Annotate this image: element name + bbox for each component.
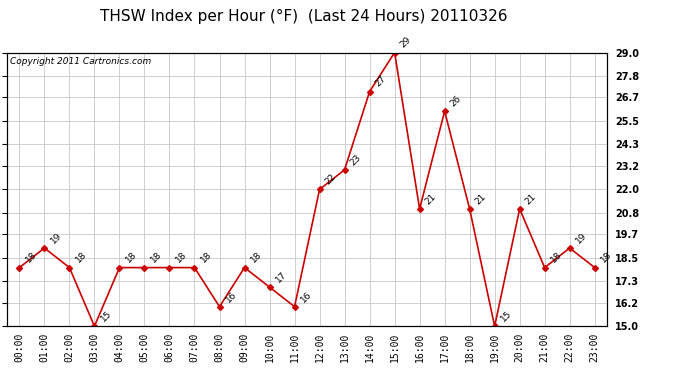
Text: 18: 18 bbox=[174, 251, 188, 265]
Text: 18: 18 bbox=[148, 251, 163, 265]
Text: 21: 21 bbox=[474, 192, 489, 206]
Text: 18: 18 bbox=[199, 251, 213, 265]
Text: 15: 15 bbox=[499, 309, 513, 324]
Text: 15: 15 bbox=[99, 309, 113, 324]
Text: 18: 18 bbox=[74, 251, 88, 265]
Text: 16: 16 bbox=[299, 290, 313, 304]
Text: Copyright 2011 Cartronics.com: Copyright 2011 Cartronics.com bbox=[10, 57, 151, 66]
Text: 27: 27 bbox=[374, 74, 388, 89]
Text: 18: 18 bbox=[248, 251, 263, 265]
Text: 21: 21 bbox=[524, 192, 538, 206]
Text: 19: 19 bbox=[574, 231, 589, 245]
Text: 19: 19 bbox=[48, 231, 63, 245]
Text: 18: 18 bbox=[124, 251, 138, 265]
Text: 18: 18 bbox=[549, 251, 563, 265]
Text: 23: 23 bbox=[348, 153, 363, 167]
Text: 18: 18 bbox=[23, 251, 38, 265]
Text: 16: 16 bbox=[224, 290, 238, 304]
Text: 29: 29 bbox=[399, 35, 413, 50]
Text: THSW Index per Hour (°F)  (Last 24 Hours) 20110326: THSW Index per Hour (°F) (Last 24 Hours)… bbox=[100, 9, 507, 24]
Text: 22: 22 bbox=[324, 172, 338, 187]
Text: 26: 26 bbox=[448, 94, 463, 108]
Text: 21: 21 bbox=[424, 192, 438, 206]
Text: 18: 18 bbox=[599, 251, 613, 265]
Text: 17: 17 bbox=[274, 270, 288, 284]
